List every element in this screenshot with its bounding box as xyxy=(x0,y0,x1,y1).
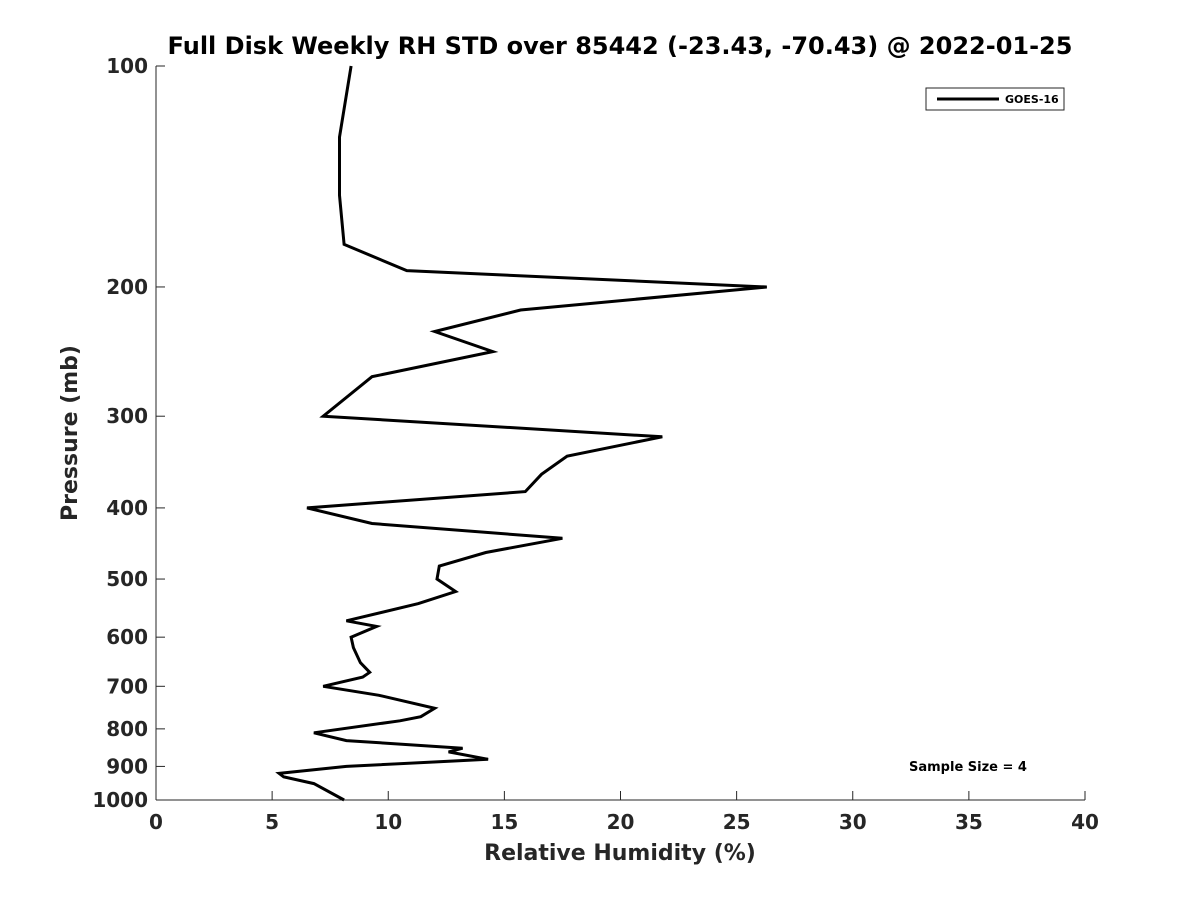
chart-title: Full Disk Weekly RH STD over 85442 (-23.… xyxy=(168,32,1073,60)
y-axis-label: Pressure (mb) xyxy=(58,345,83,521)
y-tick-label: 600 xyxy=(106,625,148,649)
x-axis-ticks: 0 5 10 15 20 25 30 35 40 xyxy=(149,791,1099,834)
y-axis-ticks: 100 200 300 400 500 600 700 800 900 1000 xyxy=(92,54,165,812)
y-tick-label: 700 xyxy=(106,674,148,698)
x-tick-label: 25 xyxy=(723,810,751,834)
series-line-goes-16 xyxy=(275,65,767,802)
y-tick-label: 200 xyxy=(106,275,148,299)
legend: GOES-16 xyxy=(925,87,1065,111)
x-tick-label: 35 xyxy=(955,810,983,834)
legend-label-goes-16: GOES-16 xyxy=(1005,93,1059,106)
y-tick-label: 100 xyxy=(106,54,148,78)
y-tick-label: 800 xyxy=(106,717,148,741)
y-tick-label: 1000 xyxy=(92,788,148,812)
x-tick-label: 30 xyxy=(839,810,867,834)
x-tick-label: 0 xyxy=(149,810,163,834)
x-axis-label: Relative Humidity (%) xyxy=(484,841,756,866)
y-tick-label: 500 xyxy=(106,567,148,591)
sample-size-note: Sample Size = 4 xyxy=(909,760,1027,775)
series-group xyxy=(275,65,767,802)
x-tick-label: 10 xyxy=(374,810,402,834)
x-tick-label: 5 xyxy=(265,810,279,834)
x-tick-label: 20 xyxy=(607,810,635,834)
x-tick-label: 40 xyxy=(1071,810,1099,834)
y-tick-label: 400 xyxy=(106,496,148,520)
y-tick-label: 900 xyxy=(106,754,148,778)
x-tick-label: 15 xyxy=(490,810,518,834)
y-tick-label: 300 xyxy=(106,404,148,428)
